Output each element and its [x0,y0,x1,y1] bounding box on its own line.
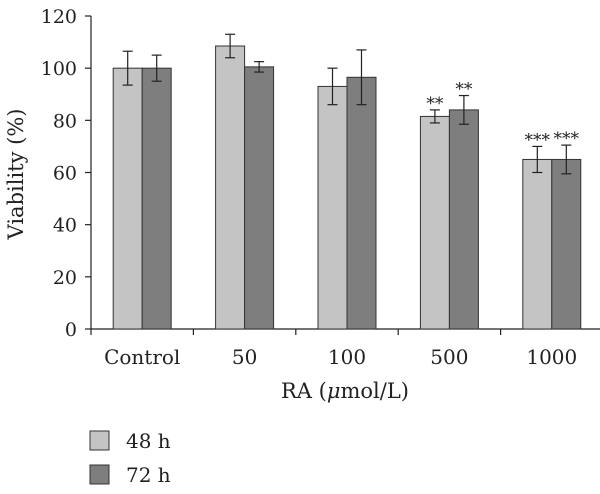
legend-swatch [89,430,110,451]
bar [141,67,172,330]
bar [419,115,450,330]
bar [346,76,377,330]
significance-group: ********** [426,80,579,151]
bar [317,85,348,330]
bar [244,66,275,330]
x-axis: Control 50 100 500 1000 [90,328,600,369]
y-tick-label: 120 [41,6,77,28]
x-tick-label: 1000 [526,345,577,369]
significance-marker: *** [554,129,580,149]
significance-marker: ** [426,94,444,114]
error-bars-group [122,33,572,175]
legend: 48 h 72 h [89,429,171,487]
y-tick-label: 20 [53,267,77,289]
significance-marker: ** [455,80,473,100]
bar [112,67,143,330]
y-axis-label: Viability (%) [4,109,28,241]
y-tick-label: 80 [53,110,77,132]
y-tick-label: 40 [53,215,77,237]
y-tick-label: 0 [65,319,77,341]
significance-marker: *** [525,130,551,150]
x-tick-label: 100 [328,345,366,369]
y-tick-label: 100 [41,58,77,80]
x-tick-label: 50 [232,345,257,369]
x-tick-label: Control [104,345,180,369]
legend-label: 72 h [126,463,171,487]
legend-label: 48 h [126,429,171,453]
bar [522,158,553,330]
y-tick-label: 60 [53,163,77,185]
legend-swatch [89,464,110,485]
bars-group [112,45,582,330]
y-axis: 0 20 40 60 80 100 120 [41,6,92,341]
bar [215,45,246,330]
bar [448,109,479,330]
x-tick-label: 500 [430,345,468,369]
x-axis-label: RA (μmol/L) [281,379,409,403]
bar [551,158,582,330]
